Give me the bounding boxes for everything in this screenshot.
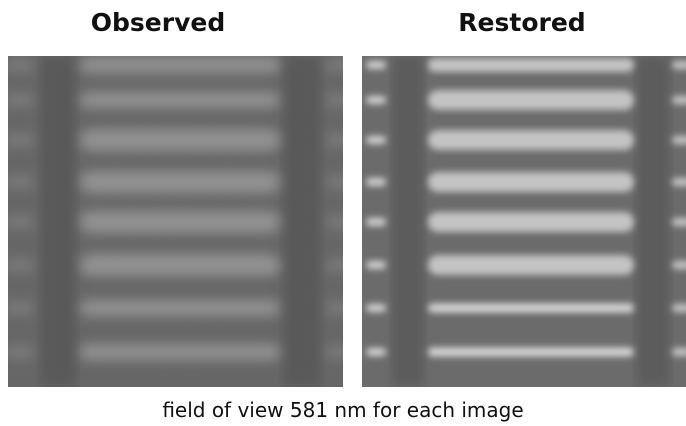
stripe	[366, 304, 386, 312]
stripe	[428, 130, 634, 150]
stripe	[428, 304, 634, 313]
restored-image	[362, 56, 686, 387]
stripe	[428, 348, 634, 357]
stripe	[366, 218, 386, 226]
stripe	[366, 348, 386, 356]
stripe	[672, 178, 686, 186]
panel-title: Restored	[352, 8, 686, 37]
stripe	[366, 178, 386, 186]
stripe	[672, 96, 686, 104]
figure: Observed Restored field of view 581 nm f…	[0, 0, 686, 426]
stripe	[428, 58, 634, 72]
stripe	[428, 90, 634, 110]
stripe	[366, 96, 386, 104]
image-panels	[0, 0, 686, 426]
stripe	[672, 61, 686, 69]
stripe	[672, 348, 686, 356]
caption: field of view 581 nm for each image	[0, 398, 686, 422]
stripe	[672, 261, 686, 269]
stripe	[672, 218, 686, 226]
panel-title: Observed	[0, 8, 328, 37]
stripe	[366, 61, 386, 69]
stripe	[428, 212, 634, 232]
stripe	[366, 261, 386, 269]
stripe	[366, 136, 386, 144]
stripe	[428, 255, 634, 275]
stripe	[672, 136, 686, 144]
observed-image	[4, 56, 356, 387]
stripe	[672, 304, 686, 312]
stripe	[428, 172, 634, 192]
